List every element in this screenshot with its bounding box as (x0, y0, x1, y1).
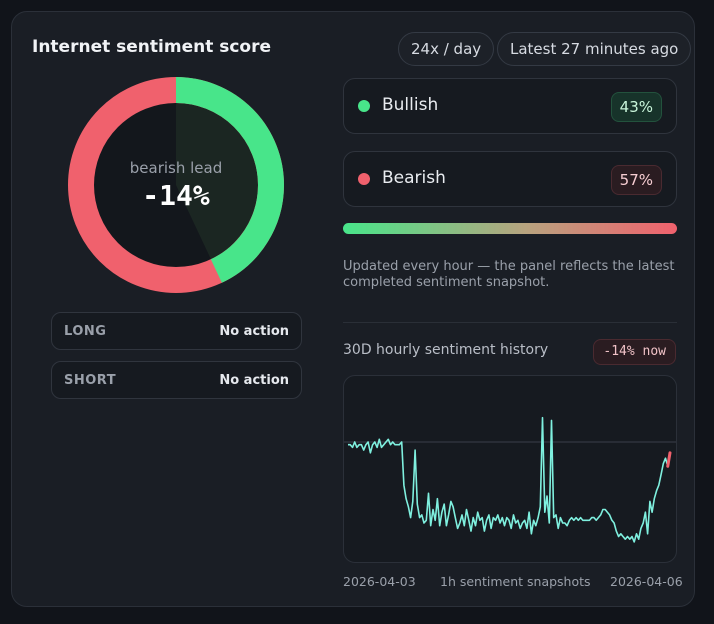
bullish-dot-icon (358, 100, 370, 112)
history-chart (343, 375, 677, 563)
frequency-pill: 24x / day (398, 32, 495, 66)
bearish-label: Bearish (382, 168, 446, 188)
history-start-date: 2026-04-03 (343, 574, 416, 589)
long-value: No action (219, 324, 289, 339)
long-action-row: LONG No action (51, 312, 302, 350)
history-x-caption: 1h sentiment snapshots (440, 574, 591, 589)
history-end-date: 2026-04-06 (610, 574, 683, 589)
history-chart-svg (344, 416, 676, 543)
history-line (348, 416, 669, 543)
donut-score: -14% (142, 179, 210, 212)
update-note: Updated every hour — the panel reflects … (343, 259, 675, 290)
bearish-percent-badge: 57% (610, 165, 662, 195)
bearish-dot-icon (358, 173, 370, 185)
section-divider (343, 322, 677, 323)
short-action-row: SHORT No action (51, 361, 302, 399)
bullish-row: Bullish 43% (343, 78, 677, 134)
bullish-label: Bullish (382, 95, 439, 115)
long-label: LONG (64, 324, 107, 339)
donut-bullish-arc (68, 77, 284, 293)
latest-update-pill: Latest 27 minutes ago (497, 32, 692, 66)
bullish-percent-badge: 43% (610, 92, 662, 122)
short-value: No action (219, 373, 289, 388)
donut-bearish-fill (176, 103, 258, 260)
donut-caption: bearish lead (129, 159, 223, 177)
bearish-row: Bearish 57% (343, 151, 677, 207)
history-title: 30D hourly sentiment history (343, 342, 549, 358)
sentiment-donut: bearish lead -14% (68, 77, 284, 293)
card-title: Internet sentiment score (32, 37, 272, 57)
short-label: SHORT (64, 373, 117, 388)
history-latest-segment (666, 451, 672, 468)
history-now-badge: -14% now (593, 339, 676, 365)
sentiment-gradient-bar (343, 223, 677, 234)
sentiment-card: Internet sentiment score 24x / day Lates… (11, 11, 695, 607)
